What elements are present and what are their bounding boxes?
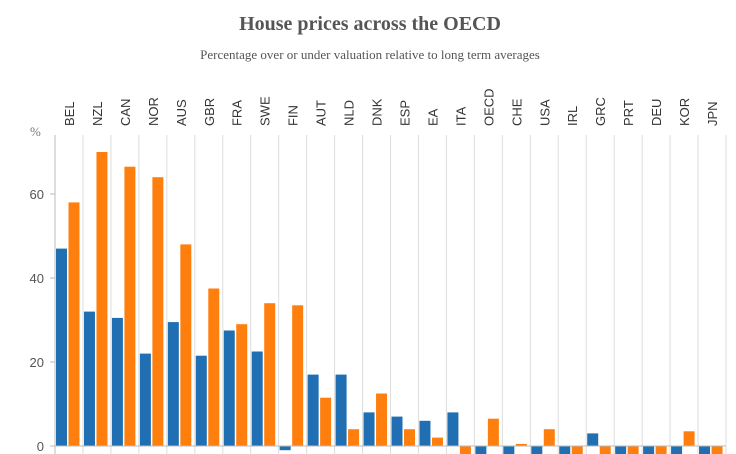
bar-bel-s2 bbox=[68, 202, 80, 446]
category-label-aus: AUS bbox=[174, 99, 189, 126]
bar-che-s1 bbox=[503, 446, 515, 454]
bar-ea-s2 bbox=[431, 437, 443, 446]
category-label-fra: FRA bbox=[230, 100, 245, 126]
bar-nzl-s1 bbox=[83, 311, 95, 446]
bar-nld-s1 bbox=[335, 374, 347, 446]
bar-dnk-s1 bbox=[363, 412, 375, 446]
bar-che-s2 bbox=[515, 443, 527, 446]
category-label-gbr: GBR bbox=[202, 98, 217, 126]
category-labels: BEL NZL CAN NOR AUS GBR FRA SWE FIN AUT NLD DNK ESP E… bbox=[62, 88, 720, 126]
category-label-jpn: JPN bbox=[705, 101, 720, 126]
bar-can-s2 bbox=[124, 166, 136, 446]
bar-gbr-s2 bbox=[208, 288, 220, 446]
bar-nor-s1 bbox=[139, 353, 151, 446]
bar-prt-s1 bbox=[615, 446, 627, 454]
category-label-ita: ITA bbox=[453, 106, 468, 126]
category-label-prt: PRT bbox=[621, 100, 636, 126]
category-label-dnk: DNK bbox=[370, 98, 385, 126]
y-tick-label: 20 bbox=[30, 355, 44, 370]
bar-grc-s1 bbox=[587, 433, 599, 446]
bar-jpn-s1 bbox=[699, 446, 711, 454]
y-tick-labels: 0 20 40 60 bbox=[30, 187, 55, 454]
chart-subtitle: Percentage over or under valuation relat… bbox=[200, 47, 540, 62]
bar-usa-s1 bbox=[531, 446, 543, 454]
separator-lines bbox=[54, 135, 727, 454]
category-label-nzl: NZL bbox=[90, 101, 105, 126]
bar-nzl-s2 bbox=[96, 152, 108, 446]
category-label-irl: IRL bbox=[565, 106, 580, 126]
bar-fin-s1 bbox=[279, 446, 291, 451]
y-axis-label: % bbox=[30, 124, 41, 139]
bar-bel-s1 bbox=[56, 248, 67, 446]
bar-usa-s2 bbox=[543, 429, 555, 446]
category-label-aut: AUT bbox=[314, 100, 329, 126]
category-label-bel: BEL bbox=[62, 101, 77, 126]
bar-esp-s1 bbox=[391, 416, 403, 446]
chart-title: House prices across the OECD bbox=[239, 13, 501, 35]
bar-prt-s2 bbox=[627, 446, 639, 454]
category-label-deu: DEU bbox=[649, 99, 664, 126]
bar-irl-s2 bbox=[571, 446, 583, 454]
category-label-esp: ESP bbox=[397, 100, 412, 126]
bar-kor-s1 bbox=[671, 446, 683, 454]
bar-esp-s2 bbox=[404, 429, 415, 446]
bar-can-s1 bbox=[111, 317, 123, 446]
bar-irl-s1 bbox=[559, 446, 571, 454]
bar-nor-s2 bbox=[152, 177, 164, 446]
bar-aut-s1 bbox=[307, 374, 319, 446]
bar-aus-s1 bbox=[167, 322, 179, 446]
bar-swe-s2 bbox=[264, 303, 276, 446]
bar-ita-s1 bbox=[447, 412, 459, 446]
bar-ita-s2 bbox=[459, 446, 471, 454]
bars bbox=[56, 152, 723, 454]
category-label-fin: FIN bbox=[286, 105, 301, 126]
bar-kor-s2 bbox=[683, 431, 695, 446]
bar-aus-s2 bbox=[180, 244, 192, 446]
bar-deu-s2 bbox=[655, 446, 667, 454]
category-label-grc: GRC bbox=[593, 97, 608, 126]
category-label-swe: SWE bbox=[258, 96, 273, 126]
bar-nld-s2 bbox=[348, 429, 360, 446]
category-label-ea: EA bbox=[425, 108, 440, 126]
bar-oecd-s1 bbox=[475, 446, 487, 454]
category-label-kor: KOR bbox=[677, 98, 692, 126]
bar-fra-s1 bbox=[223, 330, 235, 446]
category-label-che: CHE bbox=[509, 98, 524, 126]
category-label-can: CAN bbox=[118, 99, 133, 126]
bar-aut-s2 bbox=[320, 397, 332, 446]
bar-grc-s2 bbox=[599, 446, 611, 454]
bar-fin-s2 bbox=[292, 305, 304, 446]
y-tick-label: 0 bbox=[37, 439, 44, 454]
bar-dnk-s2 bbox=[376, 393, 388, 446]
category-label-nld: NLD bbox=[342, 100, 357, 126]
bar-gbr-s1 bbox=[195, 355, 207, 446]
bar-jpn-s2 bbox=[711, 446, 723, 454]
category-label-nor: NOR bbox=[146, 97, 161, 126]
category-label-oecd: OECD bbox=[481, 88, 496, 126]
bar-fra-s2 bbox=[236, 324, 248, 446]
bar-oecd-s2 bbox=[487, 418, 499, 446]
y-tick-label: 40 bbox=[30, 271, 44, 286]
y-tick-label: 60 bbox=[30, 187, 44, 202]
bar-ea-s1 bbox=[419, 420, 431, 446]
bar-deu-s1 bbox=[643, 446, 655, 454]
bar-swe-s1 bbox=[251, 351, 263, 446]
category-label-usa: USA bbox=[537, 99, 552, 126]
